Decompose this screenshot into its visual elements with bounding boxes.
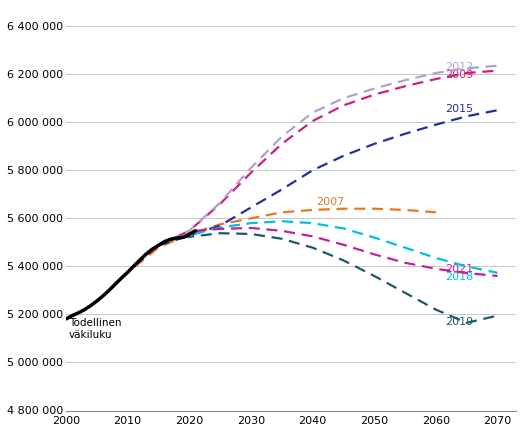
Text: 2021: 2021 <box>445 264 473 274</box>
Text: 2012: 2012 <box>445 61 473 71</box>
Text: 2015: 2015 <box>445 104 473 114</box>
Text: 2007: 2007 <box>316 197 344 207</box>
Text: 2009: 2009 <box>445 71 473 81</box>
Text: 2019: 2019 <box>445 317 473 327</box>
Text: Todellinen
väkiluku: Todellinen väkiluku <box>69 319 121 340</box>
Text: 2018: 2018 <box>445 272 473 282</box>
